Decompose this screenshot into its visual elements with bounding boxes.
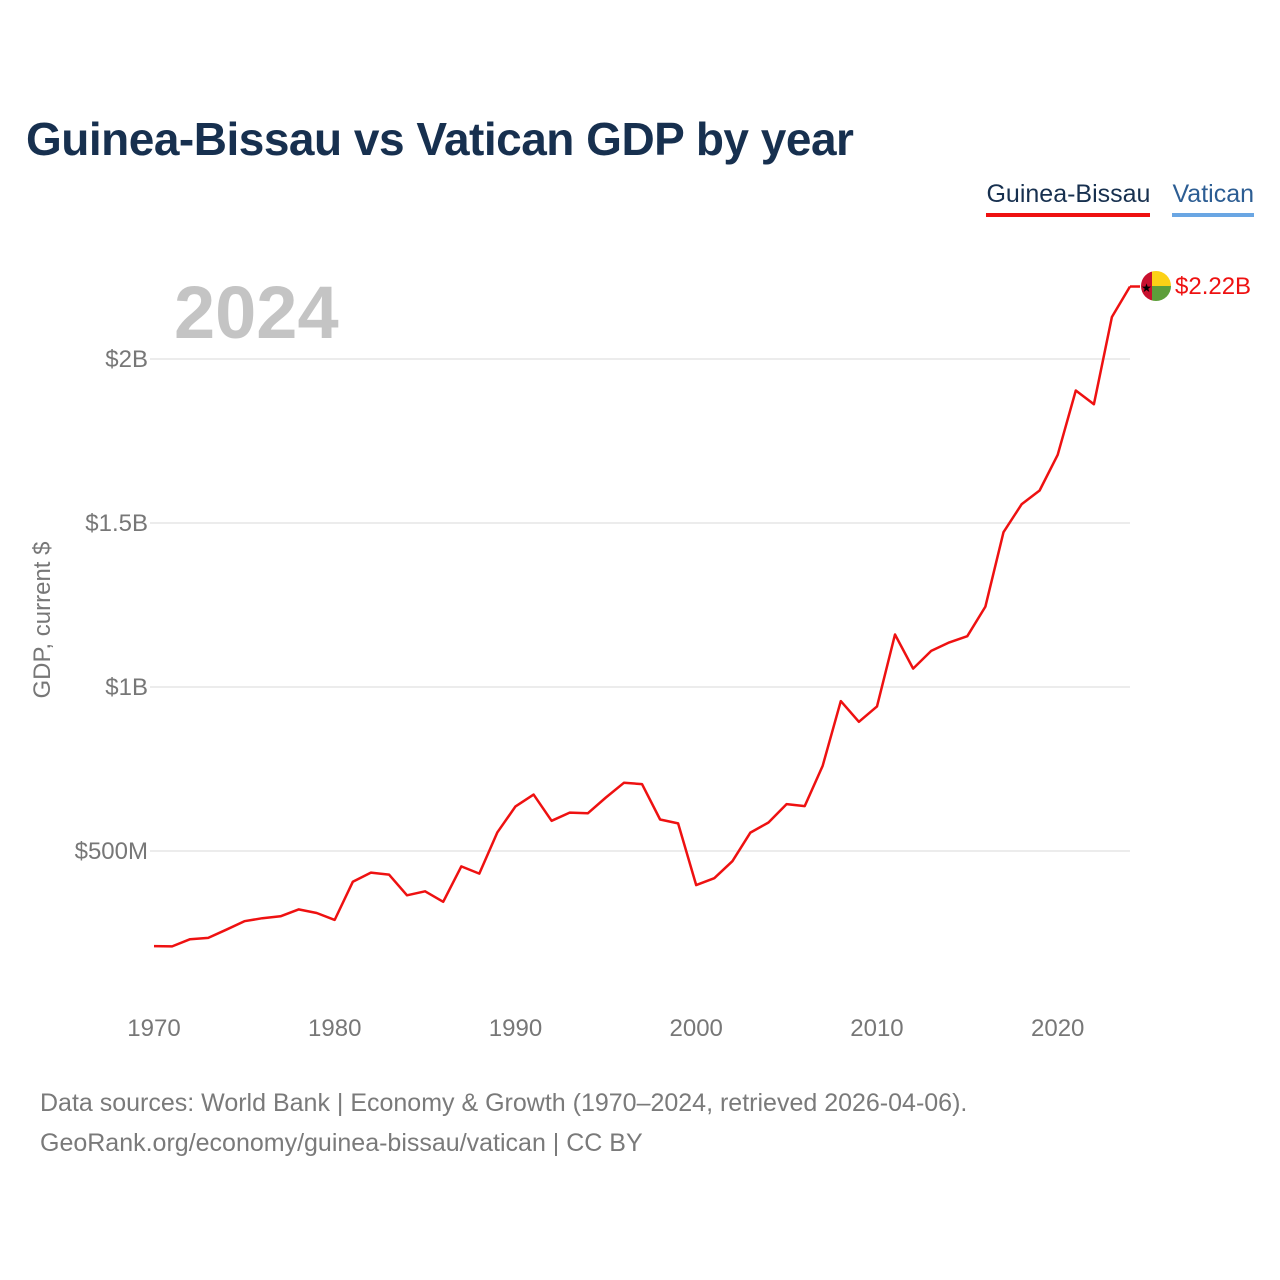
legend-item-vatican[interactable]: Vatican (1172, 180, 1254, 217)
y-axis-label: GDP, current $ (29, 542, 56, 699)
legend: Guinea-Bissau Vatican (986, 180, 1254, 217)
y-tick-label: $2B (105, 346, 148, 373)
x-tick-label: 1970 (127, 1015, 180, 1042)
y-axis: $500M $1B $1.5B $2B (75, 346, 148, 865)
y-tick-label: $500M (75, 838, 148, 865)
x-tick-label: 1990 (489, 1015, 542, 1042)
series-line (153, 285, 1132, 948)
x-axis: 1970 1980 1990 2000 2010 2020 (127, 1015, 1084, 1042)
series-guinea-bissau (153, 285, 1140, 948)
flag-icon: ★ (1141, 271, 1171, 301)
source-link[interactable]: GeoRank.org/economy/guinea-bissau/vatica… (40, 1129, 643, 1157)
legend-item-guinea-bissau[interactable]: Guinea-Bissau (986, 180, 1151, 217)
svg-text:★: ★ (1141, 281, 1152, 295)
grid (150, 358, 1130, 852)
x-tick-label: 1980 (308, 1015, 361, 1042)
chart-title: Guinea-Bissau vs Vatican GDP by year (26, 113, 854, 165)
x-tick-label: 2020 (1031, 1015, 1084, 1042)
x-tick-label: 2010 (850, 1015, 903, 1042)
footer: Data sources: World Bank | Economy & Gro… (40, 1083, 967, 1163)
y-tick-label: $1.5B (85, 510, 148, 537)
y-tick-label: $1B (105, 674, 148, 701)
year-watermark: 2024 (174, 271, 339, 354)
end-value-label: $2.22B (1175, 273, 1251, 300)
data-sources-note: Data sources: World Bank | Economy & Gro… (40, 1089, 968, 1117)
x-tick-label: 2000 (670, 1015, 723, 1042)
